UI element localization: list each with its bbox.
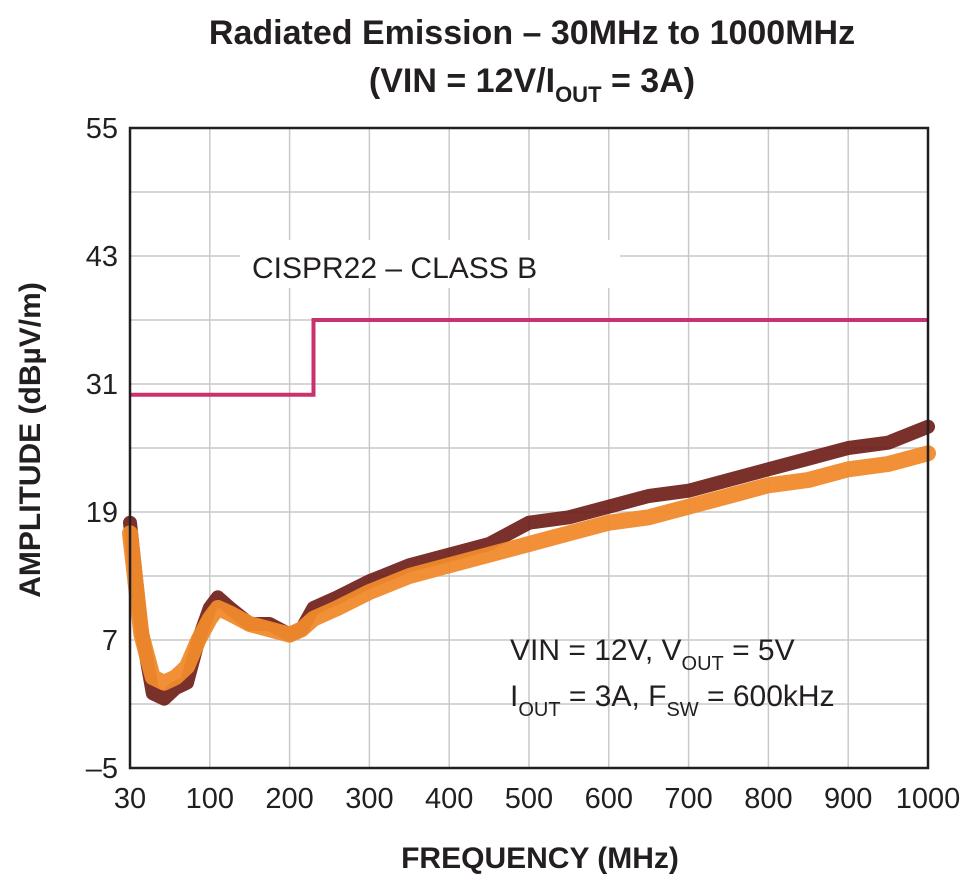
y-tick-label: 19 <box>86 497 118 529</box>
limit-line <box>130 318 928 397</box>
limit-line-label: CISPR22 – CLASS B <box>252 252 537 285</box>
x-tick-label: 1000 <box>896 783 961 815</box>
x-tick-label: 400 <box>425 783 473 815</box>
y-tick-label: 31 <box>86 369 118 401</box>
x-axis-label: FREQUENCY (MHz) <box>401 842 679 875</box>
y-tick-label: 7 <box>102 625 118 657</box>
plot-frame <box>128 126 930 770</box>
x-tick-label: 30 <box>114 783 146 815</box>
x-tick-label: 500 <box>505 783 553 815</box>
cispr22-limit <box>130 318 928 397</box>
y-tick-label: 43 <box>86 241 118 273</box>
grid <box>129 127 929 769</box>
x-tick-label: 300 <box>345 783 393 815</box>
x-tick-label: 900 <box>824 783 872 815</box>
chart-title-line2: (VIN = 12V/IOUT = 3A) <box>369 62 695 107</box>
y-tick-labels: 55 43 31 19 7 –5 <box>86 113 118 785</box>
y-tick-label: –5 <box>86 753 118 785</box>
series-average <box>122 445 936 691</box>
series-peak <box>123 419 935 706</box>
x-tick-label: 700 <box>664 783 712 815</box>
x-tick-labels: 30 100 200 300 400 500 600 700 800 900 1000 <box>114 783 960 815</box>
x-tick-label: 600 <box>585 783 633 815</box>
plot-series <box>122 419 936 706</box>
x-tick-label: 200 <box>265 783 313 815</box>
conditions-line1: VIN = 12V, VOUT = 5V <box>510 634 795 675</box>
y-axis-label: AMPLITUDE (dBµV/m) <box>14 282 47 598</box>
limit-label-bg <box>240 240 620 288</box>
chart-title-line1: Radiated Emission – 30MHz to 1000MHz <box>209 14 855 52</box>
x-tick-label: 100 <box>186 783 234 815</box>
x-tick-label: 800 <box>744 783 792 815</box>
y-tick-label: 55 <box>86 113 118 145</box>
conditions-line2: IOUT = 3A, FSW = 600kHz <box>510 680 835 721</box>
